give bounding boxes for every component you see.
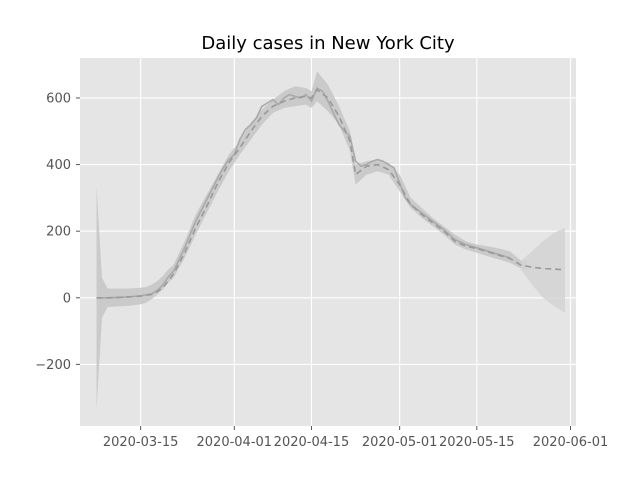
x-axis-ticks: 2020-03-15 2020-04-01 2020-04-15 2020-05-01…: [103, 426, 608, 450]
plot-area: [80, 58, 576, 426]
confidence-band: [520, 227, 565, 313]
x-tick-label: 2020-03-15: [103, 435, 179, 450]
x-tick-label: 2020-05-15: [439, 435, 515, 450]
y-tick-label: −200: [35, 358, 71, 373]
series-lines: [96, 86, 566, 299]
y-tick-label: 400: [46, 158, 71, 173]
y-tick-label: 0: [63, 291, 71, 306]
x-tick-label: 2020-05-01: [362, 435, 438, 450]
fitted-line: [96, 88, 566, 299]
x-tick-label: 2020-06-01: [533, 435, 609, 450]
x-tick-label: 2020-04-01: [197, 435, 273, 450]
x-tick-label: 2020-04-15: [274, 435, 350, 450]
y-tick-label: 600: [46, 91, 71, 106]
chart-title: Daily cases in New York City: [201, 33, 455, 54]
grid-lines: [80, 58, 576, 426]
confidence-bands: [96, 71, 565, 410]
y-tick-label: 200: [46, 225, 71, 240]
y-axis-ticks: −200 0 200 400 600: [35, 91, 80, 373]
